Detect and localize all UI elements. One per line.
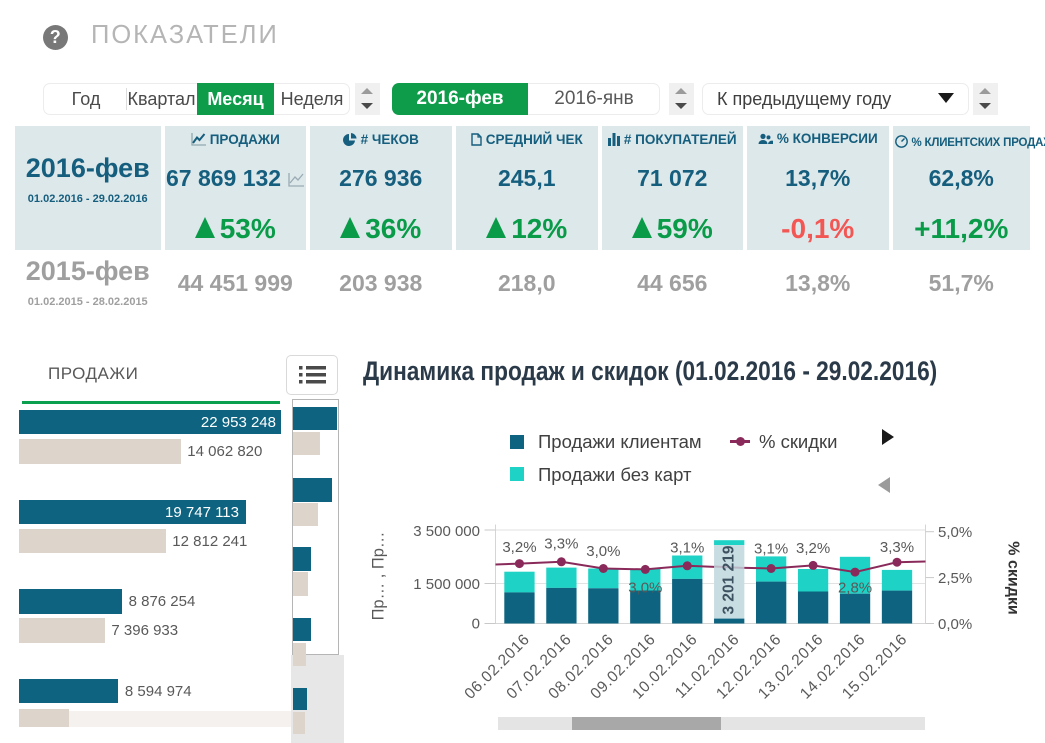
svg-text:3,0%: 3,0% xyxy=(586,543,620,560)
svg-text:3,1%: 3,1% xyxy=(754,541,788,558)
svg-text:3,1%: 3,1% xyxy=(670,539,704,556)
svg-text:% скидки: % скидки xyxy=(1005,541,1022,614)
svg-text:3,3%: 3,3% xyxy=(880,539,914,556)
svg-text:3,3%: 3,3% xyxy=(544,536,578,553)
svg-text:3 500 000: 3 500 000 xyxy=(413,523,480,540)
svg-text:5,0%: 5,0% xyxy=(938,524,972,541)
svg-text:2,8%: 2,8% xyxy=(838,579,872,596)
svg-text:2,5%: 2,5% xyxy=(938,570,972,587)
svg-text:3,0%: 3,0% xyxy=(628,580,662,597)
svg-text:0: 0 xyxy=(472,616,480,633)
svg-text:3,2%: 3,2% xyxy=(796,540,830,557)
svg-text:1 500 000: 1 500 000 xyxy=(413,576,480,593)
svg-text:3,2%: 3,2% xyxy=(502,539,536,556)
svg-text:0,0%: 0,0% xyxy=(938,616,972,633)
svg-text:3 201 219: 3 201 219 xyxy=(720,545,737,614)
svg-text:Пр… , Пр…: Пр… , Пр… xyxy=(370,532,388,621)
